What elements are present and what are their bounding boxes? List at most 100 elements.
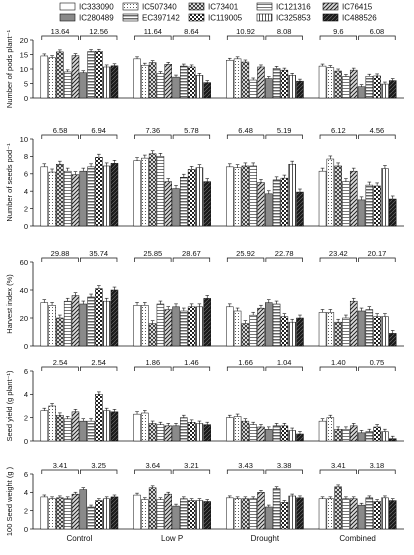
bar [172,76,180,99]
bar [56,163,64,227]
lsd-bracket [358,257,396,262]
bar [288,75,296,99]
y-axis-label: Harvest index (%) [5,274,14,334]
bar [187,306,196,347]
lsd-label: 6.58 [53,126,68,135]
bar [40,302,49,347]
bar [280,316,289,347]
bar [233,416,242,442]
bar [87,166,95,227]
bar [141,157,149,227]
bar [141,305,149,347]
bar [203,501,211,530]
y-tick-label: 0 [24,437,28,446]
lsd-label: 12.56 [89,27,108,36]
bar [342,317,350,347]
bar [342,76,350,99]
category-label: Control [66,534,92,543]
bar [110,65,119,99]
bar [203,424,211,442]
bar [180,177,188,227]
legend-label: EC397142 [142,14,180,23]
bar [164,493,172,530]
bar [48,171,56,227]
bar [48,498,56,530]
legend-swatch [322,13,339,22]
bar [156,499,165,530]
y-tick-label: 10 [20,65,28,74]
bar [48,57,56,99]
lsd-label: 6.94 [91,126,106,135]
legend-label: IC325853 [276,14,311,23]
lsd-label: 13.64 [51,27,70,36]
bar [195,75,204,99]
bar [334,486,342,530]
lsd-label: 6.12 [331,126,346,135]
bar [40,55,49,99]
lsd-label: 3.25 [91,461,106,470]
bar [56,51,64,99]
lsd-bracket [134,134,172,139]
bar [365,431,374,442]
bar [110,411,119,442]
lsd-label: 20.17 [368,249,387,258]
lsd-bracket [226,366,265,371]
lsd-label: 3.43 [238,461,253,470]
bar [79,170,88,227]
lsd-label: 3.64 [146,461,161,470]
lsd-bracket [265,366,303,371]
lsd-label: 3.38 [277,461,292,470]
lsd-label: 9.6 [333,27,343,36]
bar [133,58,141,99]
legend-label: IC507340 [142,3,177,12]
bar [148,62,157,99]
bar [349,69,358,99]
bar [241,498,250,530]
legend-label: IC119005 [208,14,243,23]
category-label: Low P [161,534,183,543]
bar [381,316,389,347]
bar [373,501,381,530]
category-label: Drought [251,534,280,543]
bar [195,500,204,530]
bar [226,60,234,99]
bar [141,499,149,530]
lsd-bracket [172,35,211,40]
bar [156,303,165,347]
bar [156,424,165,442]
bar [388,198,397,227]
bar [272,303,281,347]
bar [56,497,64,530]
bar [334,321,342,347]
legend-label: IC121316 [276,3,311,12]
lsd-bracket [319,257,357,262]
bar [249,424,257,442]
bar [257,182,265,227]
bar [357,86,366,99]
bar [148,487,157,530]
bar [349,425,358,442]
lsd-bracket [41,257,79,262]
y-tick-label: 4 [24,187,28,196]
bar [71,174,80,227]
legend-swatch [122,13,139,22]
bar [203,82,211,99]
lsd-bracket [265,35,303,40]
bar [249,314,257,347]
bar [133,160,141,227]
bar [334,165,342,227]
bar [71,493,80,530]
bar [95,394,103,442]
bar [63,418,72,442]
bar [334,429,342,442]
lsd-label: 3.18 [370,461,385,470]
lsd-bracket [172,366,211,371]
bar [195,306,204,347]
y-tick-label: 6 [24,367,28,376]
lsd-label: 8.64 [184,27,199,36]
lsd-label: 0.75 [370,358,385,367]
lsd-bracket [265,257,303,262]
bar [187,500,196,530]
legend-label: IC76415 [342,3,373,12]
y-axis-label: Number of pods plant⁻¹ [5,29,14,108]
